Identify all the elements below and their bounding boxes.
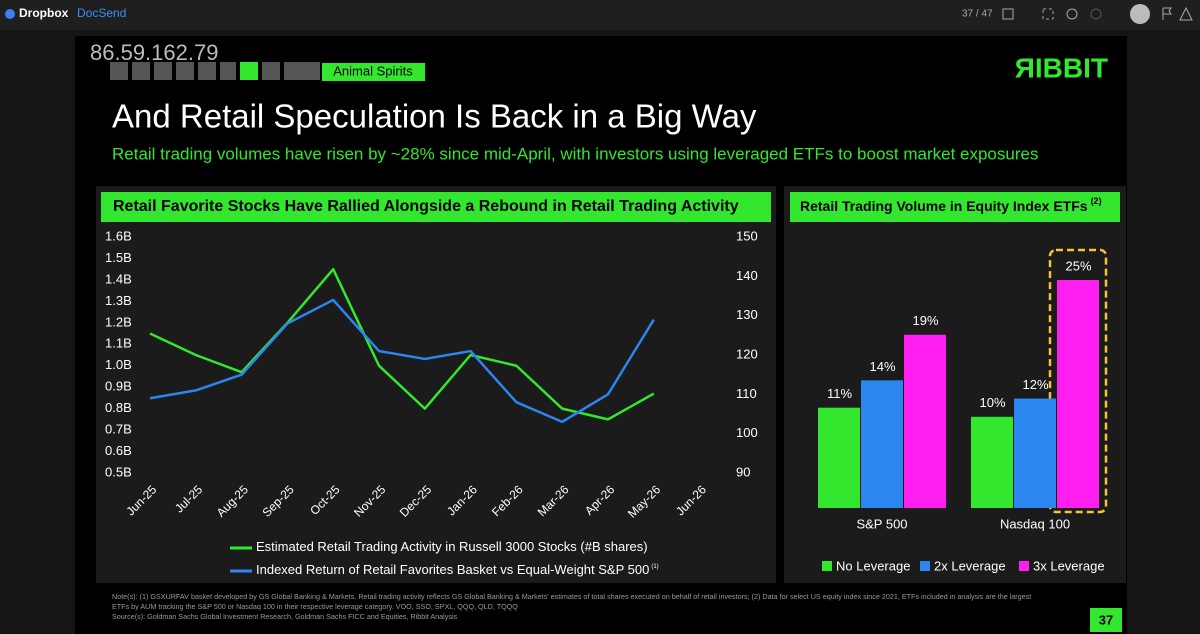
note-line: ETFs by AUM tracking the S&P 500 or Nasd… [112,602,518,611]
legend-swatch [1019,561,1029,571]
note-line: Source(s): Goldman Sachs Global Investme… [112,612,458,621]
highlight-box [1048,248,1108,514]
progress-box [262,62,280,80]
page-number: 37 [1099,612,1113,627]
value-label: 10% [979,395,1005,410]
progress-box-active [240,62,258,80]
y-tick-label: 1.0B [105,357,132,372]
note-line: Note(s): (1) GSXURFAV basket developed b… [112,592,1031,601]
y-tick-label: 0.7B [105,422,132,437]
y-tick-label: 1.3B [105,293,132,308]
legend-note: (1) [651,564,658,570]
y2-tick-label: 120 [736,346,758,361]
progress-box [132,62,150,80]
y2-tick-label: 140 [736,268,758,283]
product: DocSend [77,6,126,20]
bar [1057,280,1099,508]
x-tick-label: Nasdaq 100 [1000,516,1070,531]
x-tick-label: S&P 500 [856,516,907,531]
legend-entry: Indexed Return of Retail Favorites Baske… [256,562,659,577]
value-label: 14% [869,359,895,374]
y-tick-label: 0.6B [105,443,132,458]
chart-panel [96,186,776,583]
bar [1014,398,1056,508]
progress-box [220,62,236,80]
bar [971,416,1013,508]
chart-title-note: (2) [1091,196,1102,206]
page-number-box [1090,608,1122,632]
legend-entry: Estimated Retail Trading Activity in Rus… [256,539,648,554]
series-line [149,267,655,421]
value-label: 19% [912,313,938,328]
y-tick-label: 1.2B [105,314,132,329]
progress-box [302,62,320,80]
y-tick-label: 0.5B [105,464,132,479]
legend-text: Estimated Retail Trading Activity in Rus… [256,539,648,554]
fullscreen-button[interactable] [1042,8,1054,20]
y-tick-label: 1.6B [105,228,132,243]
watermark: 86.59.162.79 [90,40,218,65]
chart-title-text: Retail Trading Volume in Equity Index ET… [800,198,1088,214]
slide-subtitle: Retail trading volumes have risen by ~28… [112,144,1038,163]
chart-title: Retail Trading Volume in Equity Index ET… [800,196,1102,213]
page-counter: 37 / 47 [962,9,993,20]
avatar[interactable] [1130,4,1150,24]
bar [904,334,946,508]
tag-box [322,63,425,81]
y2-tick-label: 130 [736,307,758,322]
series-line [149,298,655,424]
zoom-out-button[interactable] [1090,8,1102,20]
progress-box [198,62,216,80]
progress-box [176,62,194,80]
alert-button[interactable] [1179,6,1193,21]
legend-text: Indexed Return of Retail Favorites Baske… [256,562,649,577]
tag: Animal Spirits [333,63,413,78]
slide-title: And Retail Speculation Is Back in a Big … [112,98,757,135]
progress-boxes [110,62,320,80]
value-label: 25% [1065,258,1091,273]
legend-entry: 3x Leverage [1033,558,1105,573]
value-label: 12% [1022,377,1048,392]
legend-swatch [920,561,930,571]
grid-button[interactable] [1002,8,1014,20]
progress-box [284,62,302,80]
y-tick-label: 1.4B [105,271,132,286]
legend-entry: No Leverage [836,558,910,573]
flag-button[interactable] [1162,7,1172,20]
app-bar [0,0,1200,30]
y2-tick-label: 90 [736,464,750,479]
chart-title: Retail Favorite Stocks Have Rallied Alon… [113,198,739,215]
zoom-in-button[interactable] [1066,8,1078,20]
brand-icon [5,9,15,19]
value-label: 11% [827,386,852,401]
bar [818,407,860,508]
progress-box [154,62,172,80]
y2-tick-label: 150 [736,228,758,243]
logo: ЯIBBIT [1015,52,1108,83]
y-tick-label: 1.1B [105,336,132,351]
bar [861,380,903,508]
y-tick-label: 1.5B [105,250,132,265]
chart-title-bar [790,192,1120,222]
legend-entry: 2x Leverage [934,558,1006,573]
y2-tick-label: 100 [736,425,758,440]
progress-box [110,62,128,80]
legend-swatch [822,561,832,571]
y2-tick-label: 110 [736,386,757,401]
brand: Dropbox [19,6,69,20]
y-tick-label: 0.9B [105,379,132,394]
chart-title-bar [101,192,771,222]
y-tick-label: 0.8B [105,400,132,415]
